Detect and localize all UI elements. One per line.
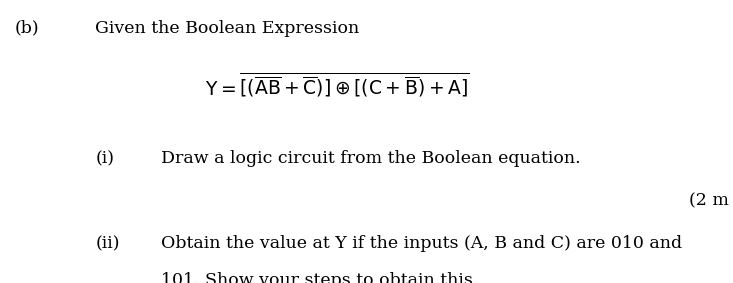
- Text: (2 m: (2 m: [690, 192, 729, 209]
- Text: 101. Show your steps to obtain this.: 101. Show your steps to obtain this.: [161, 272, 479, 283]
- Text: (i): (i): [95, 150, 114, 167]
- Text: Given the Boolean Expression: Given the Boolean Expression: [95, 20, 360, 37]
- Text: $\mathrm{Y{=}\overline{[(\overline{AB}+\overline{C})]\oplus[(C+\overline{B})+A]}: $\mathrm{Y{=}\overline{[(\overline{AB}+\…: [205, 71, 470, 99]
- Text: Obtain the value at Y if the inputs (A, B and C) are 010 and: Obtain the value at Y if the inputs (A, …: [161, 235, 682, 252]
- Text: (b): (b): [15, 20, 40, 37]
- Text: Draw a logic circuit from the Boolean equation.: Draw a logic circuit from the Boolean eq…: [161, 150, 581, 167]
- Text: (ii): (ii): [95, 235, 119, 252]
